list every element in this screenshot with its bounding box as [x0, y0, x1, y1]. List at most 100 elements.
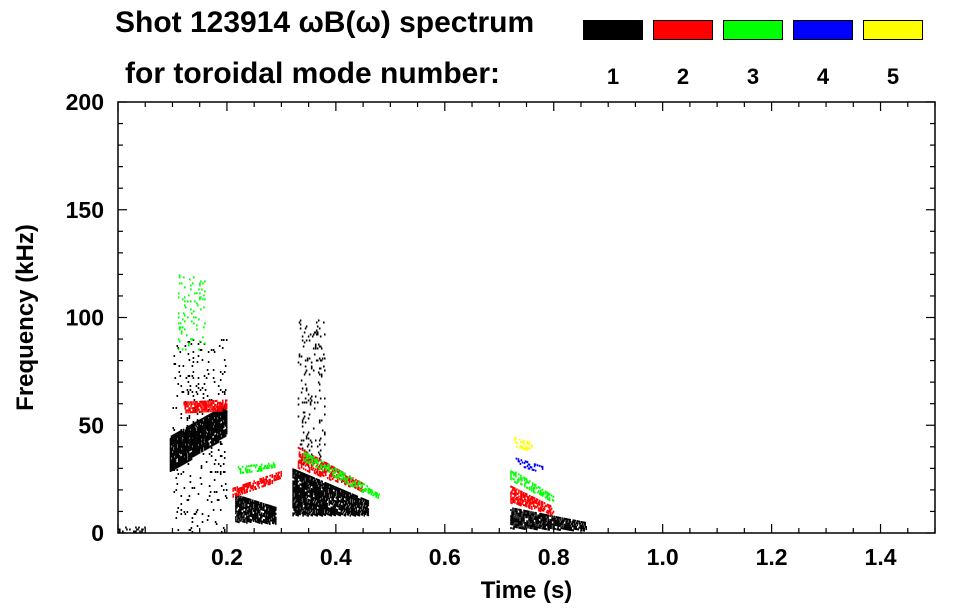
spectrum-point: [239, 472, 242, 474]
spectrum-point: [332, 493, 334, 496]
spectrum-point: [319, 475, 322, 478]
spectrum-point: [234, 489, 236, 491]
spectrum-point: [293, 506, 295, 509]
spectrum-point: [214, 418, 217, 421]
spectrum-point: [270, 509, 272, 512]
spectrum-point: [510, 521, 512, 524]
spectrum-point: [527, 495, 529, 498]
spectrum-point: [217, 449, 220, 451]
spectrum-point: [214, 412, 217, 415]
spectrum-point: [577, 520, 579, 523]
spectrum-point: [542, 523, 544, 526]
spectrum-point: [302, 496, 304, 499]
spectrum-point: [240, 509, 242, 512]
spectrum-point: [313, 497, 315, 500]
spectrum-point: [197, 449, 200, 451]
spectrum-point: [308, 413, 311, 416]
spectrum-point: [203, 420, 206, 423]
spectrum-point: [369, 490, 371, 493]
spectrum-point: [220, 415, 223, 418]
spectrum-point: [576, 522, 578, 525]
spectrum-point: [299, 323, 302, 326]
spectrum-point: [573, 519, 575, 522]
spectrum-point: [344, 504, 347, 507]
spectrum-point: [532, 515, 534, 518]
spectrum-point: [537, 522, 539, 525]
spectrum-point: [179, 375, 182, 377]
spectrum-point: [297, 500, 299, 503]
spectrum-point: [308, 373, 311, 376]
spectrum-point: [178, 460, 181, 463]
spectrum-point: [302, 508, 304, 511]
spectrum-point: [204, 406, 206, 409]
spectrum-point: [192, 377, 195, 379]
spectrum-point: [196, 393, 199, 395]
spectrum-point: [582, 527, 584, 530]
spectrum-point: [551, 515, 553, 518]
spectrum-point: [296, 510, 298, 513]
spectrum-point: [209, 413, 212, 416]
spectrum-point: [318, 389, 321, 392]
spectrum-point: [214, 436, 217, 439]
spectrum-point: [170, 449, 173, 452]
spectrum-point: [268, 464, 271, 467]
spectrum-point: [197, 408, 199, 411]
spectrum-point: [319, 489, 321, 492]
spectrum-point: [240, 511, 242, 514]
spectrum-point: [176, 469, 179, 471]
spectrum-point: [192, 361, 195, 363]
spectrum-point: [513, 527, 515, 530]
spectrum-point: [326, 469, 329, 472]
spectrum-point: [336, 497, 338, 500]
spectrum-point: [309, 460, 311, 463]
spectrum-point: [320, 464, 322, 467]
spectrum-point: [187, 425, 190, 428]
spectrum-point: [253, 507, 255, 510]
spectrum-point: [359, 489, 361, 492]
spectrum-point: [170, 439, 173, 442]
spectrum-point: [265, 478, 267, 481]
spectrum-point: [235, 502, 237, 505]
spectrum-point: [170, 435, 173, 438]
spectrum-point: [272, 513, 274, 516]
spectrum-point: [200, 420, 203, 423]
spectrum-point: [185, 377, 188, 379]
spectrum-point: [556, 528, 558, 531]
spectrum-point: [312, 480, 314, 483]
spectrum-point: [329, 488, 331, 491]
spectrum-point: [235, 492, 237, 495]
spectrum-point: [355, 497, 358, 500]
spectrum-point: [316, 512, 318, 515]
spectrum-point: [324, 490, 326, 492]
spectrum-point: [540, 502, 543, 505]
spectrum-point: [222, 401, 224, 404]
spectrum-point: [338, 487, 340, 490]
spectrum-point: [299, 455, 302, 458]
spectrum-point: [304, 464, 307, 467]
spectrum-point: [177, 338, 180, 341]
spectrum-point: [336, 509, 338, 512]
spectrum-point: [308, 513, 310, 516]
spectrum-point: [261, 481, 263, 484]
spectrum-point: [312, 369, 315, 372]
spectrum-point: [350, 505, 353, 507]
spectrum-point: [187, 441, 190, 444]
spectrum-point: [246, 497, 248, 500]
spectrum-point: [326, 508, 328, 511]
spectrum-point: [173, 445, 176, 447]
spectrum-point: [547, 518, 549, 521]
spectrum-point: [192, 451, 195, 453]
spectrum-point: [552, 499, 555, 502]
spectrum-point: [201, 406, 203, 409]
spectrum-point: [189, 278, 191, 281]
spectrum-point: [366, 507, 369, 510]
spectrum-point: [313, 509, 315, 512]
spectrum-point: [199, 477, 202, 479]
spectrum-point: [194, 451, 197, 454]
spectrum-point: [528, 496, 530, 499]
spectrum-point: [178, 464, 181, 467]
spectrum-point: [535, 520, 537, 523]
spectrum-point: [348, 479, 350, 481]
spectrum-point: [239, 487, 241, 490]
spectrum-point: [525, 492, 527, 495]
